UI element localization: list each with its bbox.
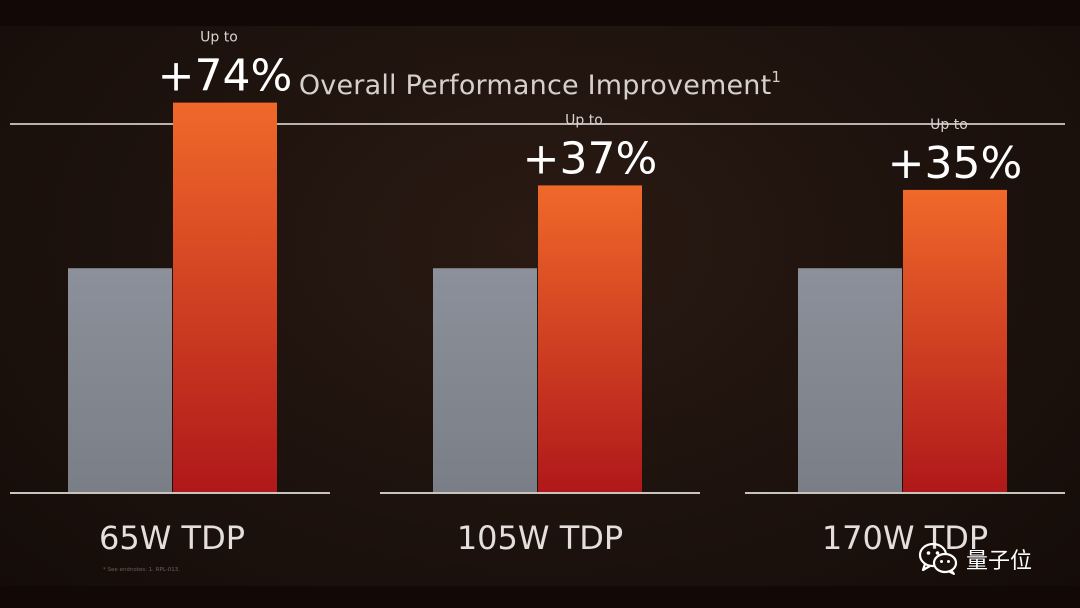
bar-baseline bbox=[68, 268, 172, 492]
data-label-prefix: Up to bbox=[930, 117, 968, 133]
data-label-value: +74% bbox=[158, 51, 293, 102]
data-label-prefix: Up to bbox=[565, 112, 603, 128]
category-label: 105W TDP bbox=[457, 519, 623, 557]
watermark-text: 量子位 bbox=[966, 549, 1033, 574]
category-label: 65W TDP bbox=[99, 519, 245, 557]
chart-title: Overall Performance Improvement1 bbox=[0, 68, 1080, 101]
footnote: * See endnotes: 1. RPL-013. bbox=[103, 567, 181, 573]
top-letterbox bbox=[0, 0, 1080, 26]
category-label: 170W TDP bbox=[822, 519, 988, 557]
title-footnote-marker: 1 bbox=[771, 68, 782, 86]
wechat-icon bbox=[918, 542, 958, 575]
bottom-letterbox bbox=[0, 586, 1080, 608]
bar-improved bbox=[538, 185, 642, 493]
bar-baseline bbox=[798, 268, 902, 492]
title-divider bbox=[10, 123, 1065, 125]
bar-baseline bbox=[433, 268, 537, 492]
chart-title-text: Overall Performance Improvement bbox=[298, 70, 772, 101]
watermark: 量子位 bbox=[918, 542, 1032, 576]
bar-improved bbox=[903, 189, 1007, 492]
data-label-value: +35% bbox=[888, 138, 1023, 189]
bar-improved bbox=[173, 102, 277, 493]
data-label-value: +37% bbox=[523, 133, 658, 184]
data-label-prefix: Up to bbox=[200, 30, 238, 46]
